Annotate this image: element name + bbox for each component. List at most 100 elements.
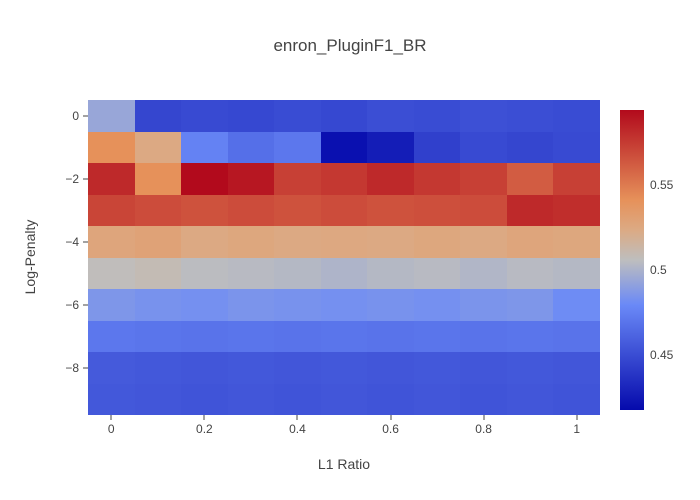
heatmap-cell[interactable] bbox=[227, 226, 275, 258]
heatmap-cell[interactable] bbox=[506, 226, 554, 258]
heatmap-cell[interactable] bbox=[134, 131, 182, 163]
heatmap-cell[interactable] bbox=[274, 194, 321, 226]
heatmap-cell[interactable] bbox=[134, 257, 182, 289]
heatmap-cell[interactable] bbox=[460, 289, 507, 321]
heatmap-cell[interactable] bbox=[553, 226, 600, 258]
heatmap-cell[interactable] bbox=[181, 352, 228, 384]
heatmap-cell[interactable] bbox=[181, 320, 228, 352]
heatmap-cell[interactable] bbox=[506, 163, 554, 195]
heatmap-cell[interactable] bbox=[506, 257, 554, 289]
heatmap-cell[interactable] bbox=[367, 383, 414, 415]
heatmap-cell[interactable] bbox=[227, 383, 275, 415]
heatmap-cell[interactable] bbox=[460, 131, 507, 163]
heatmap-cell[interactable] bbox=[320, 257, 368, 289]
heatmap-cell[interactable] bbox=[320, 131, 368, 163]
heatmap-cell[interactable] bbox=[506, 383, 554, 415]
heatmap-cell[interactable] bbox=[413, 100, 461, 132]
heatmap-cell[interactable] bbox=[274, 163, 321, 195]
heatmap-cell[interactable] bbox=[181, 289, 228, 321]
heatmap-cell[interactable] bbox=[460, 383, 507, 415]
heatmap-cell[interactable] bbox=[553, 320, 600, 352]
heatmap-cell[interactable] bbox=[320, 352, 368, 384]
heatmap-cell[interactable] bbox=[460, 100, 507, 132]
heatmap-cell[interactable] bbox=[88, 257, 135, 289]
heatmap-cell[interactable] bbox=[413, 194, 461, 226]
heatmap-cell[interactable] bbox=[88, 383, 135, 415]
heatmap-cell[interactable] bbox=[88, 320, 135, 352]
heatmap-cell[interactable] bbox=[320, 289, 368, 321]
heatmap-cell[interactable] bbox=[227, 131, 275, 163]
heatmap-cell[interactable] bbox=[320, 383, 368, 415]
heatmap-cell[interactable] bbox=[181, 100, 228, 132]
heatmap-cell[interactable] bbox=[413, 352, 461, 384]
heatmap-cell[interactable] bbox=[460, 320, 507, 352]
heatmap-cell[interactable] bbox=[367, 100, 414, 132]
heatmap-cell[interactable] bbox=[134, 163, 182, 195]
heatmap-cell[interactable] bbox=[460, 352, 507, 384]
heatmap-cell[interactable] bbox=[367, 352, 414, 384]
heatmap-cell[interactable] bbox=[460, 226, 507, 258]
heatmap-cell[interactable] bbox=[134, 100, 182, 132]
heatmap-cell[interactable] bbox=[367, 131, 414, 163]
heatmap-cell[interactable] bbox=[134, 383, 182, 415]
heatmap-cell[interactable] bbox=[506, 320, 554, 352]
heatmap-cell[interactable] bbox=[227, 100, 275, 132]
heatmap-cell[interactable] bbox=[320, 226, 368, 258]
heatmap-cell[interactable] bbox=[367, 289, 414, 321]
heatmap-cell[interactable] bbox=[413, 383, 461, 415]
heatmap-cell[interactable] bbox=[553, 100, 600, 132]
heatmap-cell[interactable] bbox=[413, 289, 461, 321]
heatmap-cell[interactable] bbox=[274, 226, 321, 258]
heatmap-cell[interactable] bbox=[88, 163, 135, 195]
heatmap-cell[interactable] bbox=[553, 289, 600, 321]
heatmap-cell[interactable] bbox=[367, 257, 414, 289]
heatmap-cell[interactable] bbox=[553, 352, 600, 384]
heatmap-cell[interactable] bbox=[320, 163, 368, 195]
heatmap-cell[interactable] bbox=[227, 352, 275, 384]
heatmap-cell[interactable] bbox=[413, 131, 461, 163]
heatmap-cell[interactable] bbox=[274, 352, 321, 384]
heatmap-cell[interactable] bbox=[181, 163, 228, 195]
heatmap-cell[interactable] bbox=[134, 320, 182, 352]
heatmap-cell[interactable] bbox=[274, 100, 321, 132]
heatmap-cell[interactable] bbox=[506, 194, 554, 226]
heatmap-cell[interactable] bbox=[181, 383, 228, 415]
heatmap-cell[interactable] bbox=[134, 194, 182, 226]
heatmap-cell[interactable] bbox=[460, 194, 507, 226]
heatmap-cell[interactable] bbox=[134, 289, 182, 321]
heatmap-cell[interactable] bbox=[553, 194, 600, 226]
heatmap-cell[interactable] bbox=[506, 100, 554, 132]
heatmap-cell[interactable] bbox=[320, 320, 368, 352]
heatmap-cell[interactable] bbox=[227, 163, 275, 195]
heatmap-cell[interactable] bbox=[181, 257, 228, 289]
heatmap-cell[interactable] bbox=[274, 383, 321, 415]
heatmap-cell[interactable] bbox=[367, 163, 414, 195]
heatmap-cell[interactable] bbox=[367, 226, 414, 258]
heatmap-cell[interactable] bbox=[88, 131, 135, 163]
heatmap-cell[interactable] bbox=[88, 289, 135, 321]
heatmap-cell[interactable] bbox=[181, 226, 228, 258]
heatmap-cell[interactable] bbox=[506, 352, 554, 384]
heatmap-cell[interactable] bbox=[506, 289, 554, 321]
heatmap-cell[interactable] bbox=[320, 194, 368, 226]
heatmap-cell[interactable] bbox=[227, 320, 275, 352]
heatmap-cell[interactable] bbox=[227, 289, 275, 321]
heatmap-cell[interactable] bbox=[460, 163, 507, 195]
heatmap-cell[interactable] bbox=[227, 194, 275, 226]
heatmap-cell[interactable] bbox=[274, 131, 321, 163]
heatmap-cell[interactable] bbox=[553, 163, 600, 195]
heatmap-cell[interactable] bbox=[367, 194, 414, 226]
heatmap-cell[interactable] bbox=[181, 194, 228, 226]
heatmap-cell[interactable] bbox=[413, 163, 461, 195]
heatmap-cell[interactable] bbox=[320, 100, 368, 132]
heatmap-cell[interactable] bbox=[88, 100, 135, 132]
heatmap-cell[interactable] bbox=[88, 226, 135, 258]
heatmap-cell[interactable] bbox=[274, 257, 321, 289]
heatmap-cell[interactable] bbox=[227, 257, 275, 289]
heatmap-cell[interactable] bbox=[460, 257, 507, 289]
heatmap-cell[interactable] bbox=[274, 289, 321, 321]
heatmap-cell[interactable] bbox=[413, 320, 461, 352]
heatmap-cell[interactable] bbox=[506, 131, 554, 163]
heatmap-cell[interactable] bbox=[413, 257, 461, 289]
heatmap-cell[interactable] bbox=[134, 352, 182, 384]
